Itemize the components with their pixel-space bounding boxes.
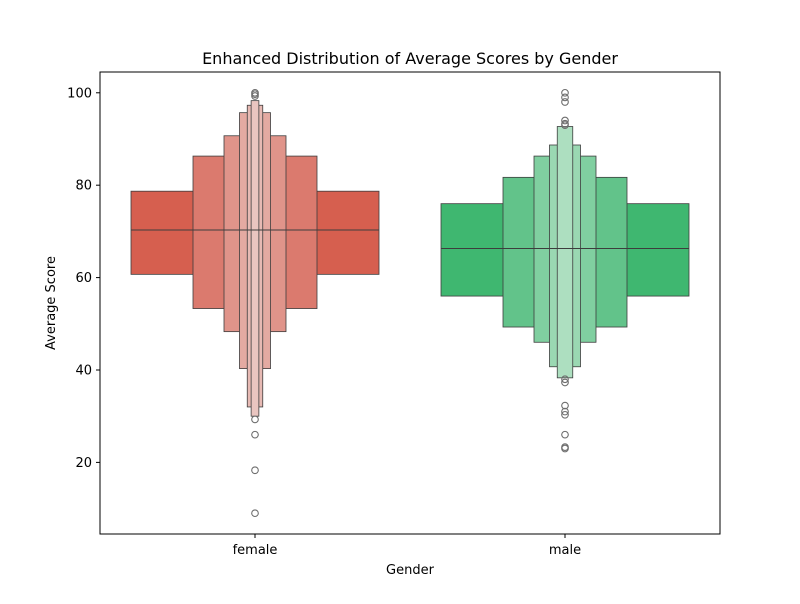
box-level-male-4 <box>556 126 574 379</box>
outlier-point-male-13 <box>561 444 569 453</box>
y-tick-label-60: 60 <box>75 271 92 286</box>
y-tick-label-80: 80 <box>75 179 92 194</box>
outlier-point-male-9 <box>561 407 569 416</box>
y-axis-label: Average Score <box>44 256 59 350</box>
y-tick-label-40: 40 <box>75 363 92 378</box>
series-female <box>130 88 380 518</box>
y-axis: 20 40 60 80 100 <box>67 86 100 471</box>
outlier-point-male-6 <box>561 375 569 384</box>
outlier-point-female-3 <box>251 415 259 424</box>
outlier-point-male-3 <box>561 116 569 125</box>
box-level-female-5 <box>250 100 260 417</box>
chart-title: Enhanced Distribution of Average Scores … <box>202 49 618 68</box>
outlier-point-female-2 <box>251 88 259 97</box>
outlier-point-female-6 <box>251 509 259 518</box>
x-axis: female male <box>233 534 581 558</box>
outlier-point-male-10 <box>561 410 569 419</box>
outlier-point-male-11 <box>561 430 569 439</box>
x-tick-label-male: male <box>549 543 581 558</box>
x-tick-label-female: female <box>233 543 278 558</box>
y-tick-label-100: 100 <box>67 86 92 101</box>
outlier-point-female-5 <box>251 466 259 475</box>
outlier-point-male-8 <box>561 401 569 410</box>
outlier-point-female-4 <box>251 430 259 439</box>
outlier-point-male-7 <box>561 378 569 387</box>
outlier-point-male-2 <box>561 98 569 106</box>
series-male <box>440 88 690 453</box>
outlier-point-male-1 <box>561 93 569 102</box>
plot-frame <box>99 71 721 535</box>
plot-area <box>130 88 690 518</box>
y-tick-label-20: 20 <box>75 456 92 471</box>
x-axis-label: Gender <box>386 563 435 578</box>
outlier-point-male-0 <box>561 88 569 97</box>
outlier-point-male-5 <box>561 121 569 129</box>
